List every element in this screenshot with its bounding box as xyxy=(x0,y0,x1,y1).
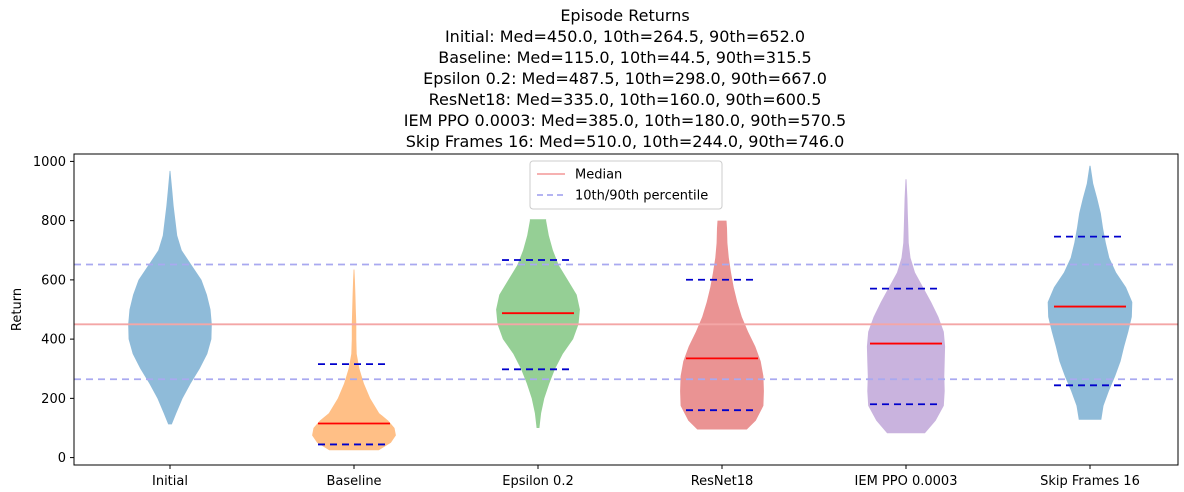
plot-frame xyxy=(73,153,1179,466)
x-tick-label: Epsilon 0.2 xyxy=(502,474,573,489)
chart-title: Episode Returns xyxy=(560,6,690,25)
subtitle-resnet18: ResNet18: Med=335.0, 10th=160.0, 90th=60… xyxy=(428,90,822,109)
y-tick-label: 200 xyxy=(41,392,66,407)
chart-titles: Episode Returns Initial: Med=450.0, 10th… xyxy=(0,5,1184,152)
x-tick-label: ResNet18 xyxy=(691,474,754,489)
violin-initial xyxy=(128,170,212,425)
y-tick-label: 400 xyxy=(41,333,66,348)
legend-box xyxy=(529,160,723,210)
y-tick-label: 600 xyxy=(41,273,66,288)
violin-skip-frames-16 xyxy=(1047,165,1133,420)
subtitle-skip-frames: Skip Frames 16: Med=510.0, 10th=244.0, 9… xyxy=(405,132,845,151)
x-tick-label: IEM PPO 0.0003 xyxy=(855,474,958,489)
violin-baseline xyxy=(312,269,396,451)
subtitle-epsilon: Epsilon 0.2: Med=487.5, 10th=298.0, 90th… xyxy=(423,69,827,88)
legend-median-label: Median xyxy=(575,168,622,183)
x-tick-label: Baseline xyxy=(326,474,381,489)
y-tick-label: 800 xyxy=(41,214,66,229)
subtitle-iem-ppo: IEM PPO 0.0003: Med=385.0, 10th=180.0, 9… xyxy=(403,111,847,130)
subtitle-initial: Initial: Med=450.0, 10th=264.5, 90th=652… xyxy=(444,27,806,46)
y-axis-label: Return xyxy=(10,288,25,331)
x-tick-label: Initial xyxy=(152,474,188,489)
y-tick-label: 1000 xyxy=(33,155,66,170)
legend-percentile-label: 10th/90th percentile xyxy=(575,189,708,204)
y-tick-label: 0 xyxy=(58,451,66,466)
x-tick-label: Skip Frames 16 xyxy=(1040,474,1140,489)
legend: Median 10th/90th percentile xyxy=(529,160,723,210)
subtitle-baseline: Baseline: Med=115.0, 10th=44.5, 90th=315… xyxy=(438,48,812,67)
violin-iem-ppo-0-0003 xyxy=(866,179,946,434)
